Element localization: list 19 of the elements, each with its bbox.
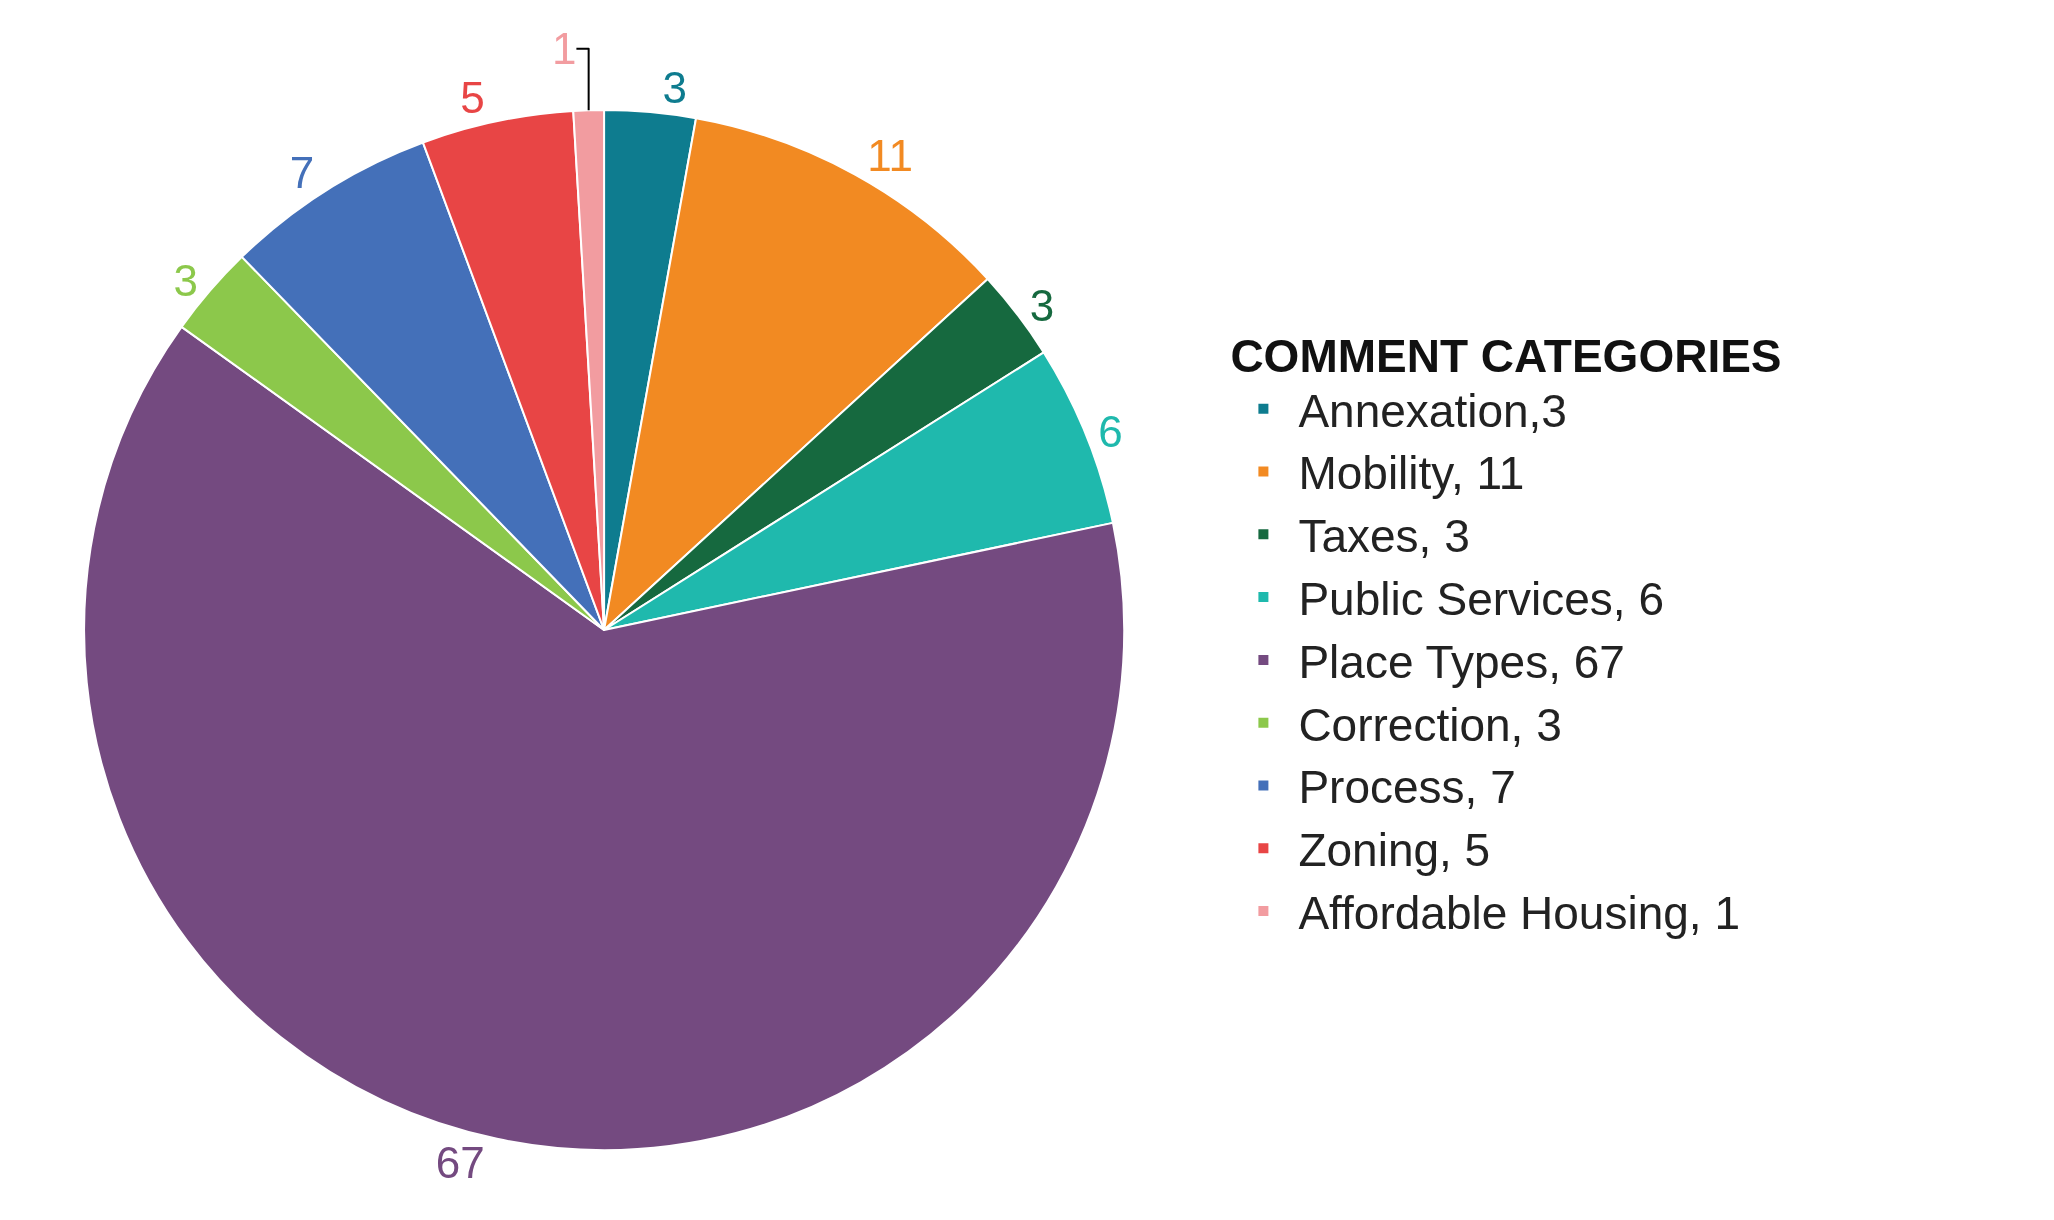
- data-label: 6: [1098, 406, 1123, 456]
- legend-label: Annexation,3: [1298, 384, 1567, 437]
- legend-label: Mobility, 11: [1298, 447, 1525, 500]
- legend-label: Affordable Housing, 1: [1298, 887, 1740, 940]
- data-label: 1: [551, 24, 577, 74]
- legend-label: Zoning, 5: [1298, 824, 1491, 877]
- legend-label: Place Types, 67: [1298, 635, 1625, 688]
- legend-label: Taxes, 3: [1298, 510, 1470, 563]
- data-label: 3: [662, 63, 687, 113]
- data-label: 5: [460, 73, 485, 123]
- legend-title: COMMENT CATEGORIES: [1230, 330, 1782, 383]
- legend-label: Public Services, 6: [1298, 573, 1665, 626]
- legend-label: Correction, 3: [1298, 698, 1562, 751]
- data-label: 3: [1029, 280, 1055, 330]
- data-label: 67: [435, 1137, 485, 1187]
- legend-label: Process, 7: [1298, 761, 1516, 814]
- data-label: 3: [173, 255, 198, 305]
- data-label: 11: [867, 131, 914, 181]
- data-label: 7: [289, 148, 315, 198]
